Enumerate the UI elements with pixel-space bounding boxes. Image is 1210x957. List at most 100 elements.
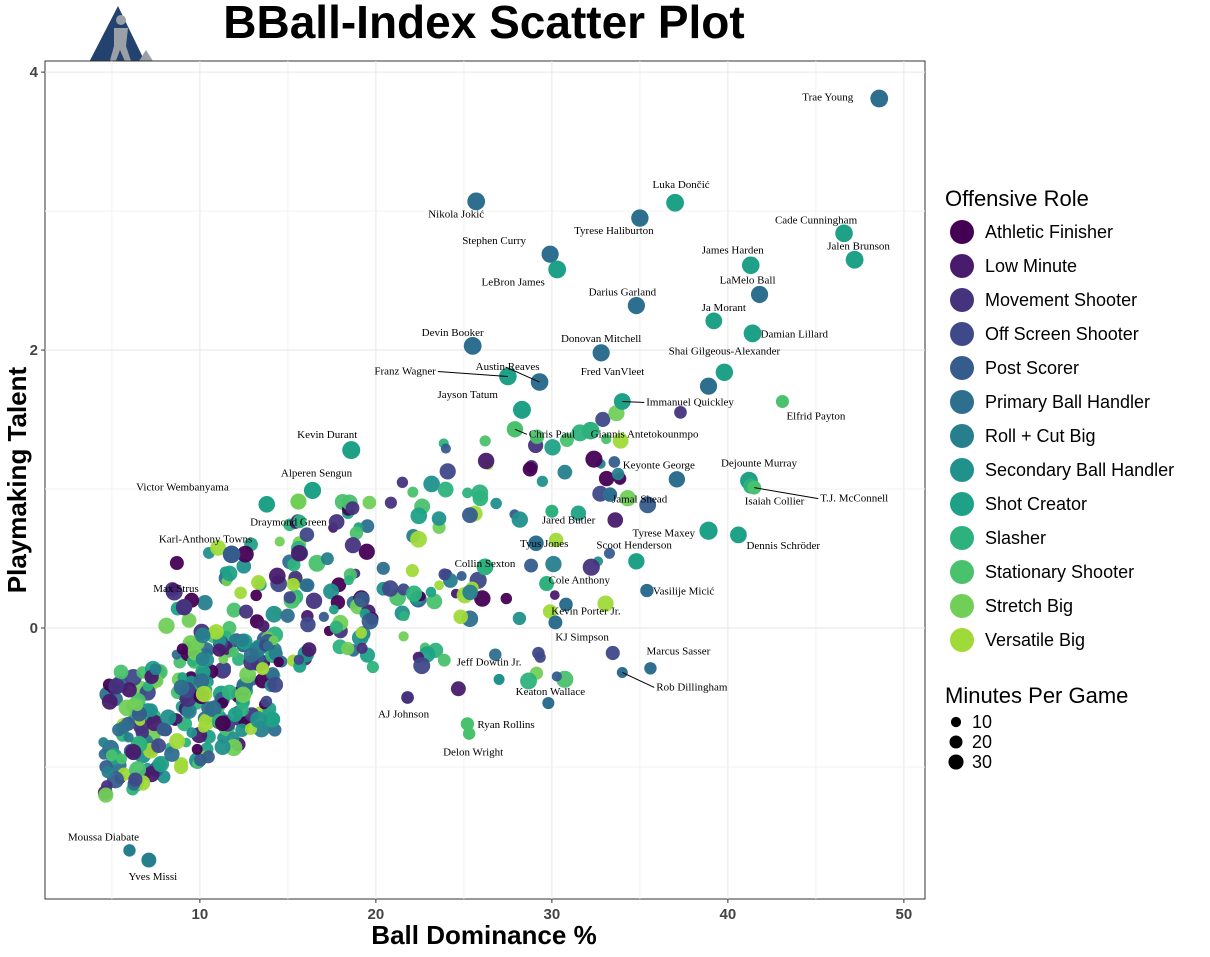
- player-point: [228, 647, 239, 658]
- player-label: Trae Young: [802, 92, 853, 104]
- player-point: [98, 787, 114, 803]
- player-point: [456, 571, 467, 582]
- player-point: [398, 631, 409, 642]
- player-point: [250, 711, 268, 729]
- player-label: Donovan Mitchell: [561, 333, 641, 345]
- labeled-player-point: [123, 844, 136, 857]
- label-connector: [437, 370, 508, 377]
- legend-role-label: Stretch Big: [985, 596, 1073, 616]
- legend-title-role: Offensive Role: [945, 186, 1089, 211]
- player-point: [191, 743, 203, 755]
- chart-title: BBall-Index Scatter Plot: [223, 0, 744, 48]
- labeled-player-point: [258, 496, 276, 513]
- legend-role-swatch: [950, 322, 974, 346]
- player-point: [299, 527, 315, 542]
- labeled-player-point: [545, 504, 559, 518]
- player-point: [274, 536, 285, 547]
- player-point: [292, 514, 307, 529]
- plot-panel: [44, 60, 926, 900]
- player-label: Luka Dončić: [653, 179, 710, 191]
- player-point: [551, 671, 562, 682]
- player-point: [597, 595, 614, 612]
- player-point: [239, 666, 257, 684]
- legend-role-swatch: [950, 492, 974, 516]
- player-point: [500, 592, 513, 605]
- player-point: [195, 685, 213, 703]
- player-point: [329, 620, 343, 634]
- point-labels: Trae Young Luka Dončić Nikola Jokić Tyrese …: [68, 92, 891, 884]
- player-label: Austin Reaves: [476, 361, 540, 373]
- player-point: [545, 555, 562, 573]
- labeled-player-point: [222, 545, 241, 564]
- player-label: James Harden: [702, 244, 765, 256]
- player-point: [431, 511, 447, 526]
- labeled-player-point: [548, 260, 567, 279]
- player-point: [173, 679, 190, 696]
- player-point: [619, 489, 636, 507]
- player-point: [323, 583, 340, 600]
- player-label: Fred VanVleet: [581, 366, 645, 378]
- labeled-player-point: [631, 209, 649, 227]
- legend-size-swatch: [950, 716, 962, 728]
- player-point: [361, 612, 379, 630]
- legend-role-label: Versatile Big: [985, 630, 1085, 650]
- player-point: [169, 556, 184, 571]
- player-point: [195, 652, 210, 667]
- player-point: [477, 452, 495, 470]
- player-point: [557, 464, 573, 480]
- player-point: [283, 591, 296, 604]
- player-point: [358, 543, 375, 560]
- labeled-player-point: [342, 441, 361, 460]
- player-label: Vasilije Micić: [653, 585, 715, 597]
- player-label: Kevin Durant: [297, 429, 357, 441]
- player-label: LaMelo Ball: [720, 274, 776, 286]
- player-point: [437, 481, 454, 498]
- player-point: [234, 686, 252, 703]
- player-label: Rob Dillingham: [656, 681, 728, 693]
- player-point: [214, 739, 231, 755]
- labeled-player-point: [668, 471, 686, 488]
- legend-role-swatch: [950, 288, 974, 312]
- player-point: [462, 487, 473, 499]
- legend-role-label: Movement Shooter: [985, 290, 1137, 310]
- labeled-player-point: [542, 697, 555, 710]
- legend-role-label: Roll + Cut Big: [985, 426, 1096, 446]
- player-label: Tyus Jones: [520, 538, 568, 550]
- player-point: [353, 591, 370, 608]
- legend-title-minutes: Minutes Per Game: [945, 683, 1128, 708]
- player-label: Keaton Wallace: [516, 686, 586, 698]
- player-label: Franz Wagner: [374, 365, 436, 377]
- player-point: [243, 647, 259, 663]
- player-point: [250, 589, 262, 602]
- player-point: [471, 484, 489, 502]
- player-label: Chris Paul: [529, 428, 575, 440]
- player-point: [320, 552, 334, 566]
- player-point: [194, 753, 207, 767]
- player-point: [344, 537, 361, 554]
- player-label: Kevin Porter Jr.: [551, 605, 621, 617]
- legend: Offensive Role Athletic Finisher Low Minu…: [945, 186, 1174, 772]
- player-label: Ja Morant: [702, 302, 746, 314]
- player-point: [407, 486, 419, 498]
- player-label: Jared Butler: [542, 514, 596, 526]
- labeled-player-point: [870, 89, 889, 108]
- player-point: [490, 497, 502, 510]
- labeled-player-point: [750, 285, 769, 304]
- labeled-player-point: [835, 224, 853, 243]
- player-label: Stephen Curry: [462, 235, 526, 247]
- player-point: [529, 429, 545, 444]
- player-point: [181, 703, 197, 719]
- player-point: [256, 662, 270, 676]
- player-point: [235, 633, 250, 648]
- player-point: [221, 684, 238, 700]
- player-point: [273, 656, 284, 668]
- labeled-player-point: [463, 336, 482, 355]
- label-connector: [754, 487, 819, 500]
- legend-role-label: Stationary Shooter: [985, 562, 1134, 582]
- player-point: [300, 616, 316, 633]
- player-point: [227, 707, 243, 723]
- player-label: Isaiah Collier: [745, 495, 805, 507]
- player-label: Nikola Jokić: [428, 208, 484, 220]
- player-point: [149, 663, 162, 676]
